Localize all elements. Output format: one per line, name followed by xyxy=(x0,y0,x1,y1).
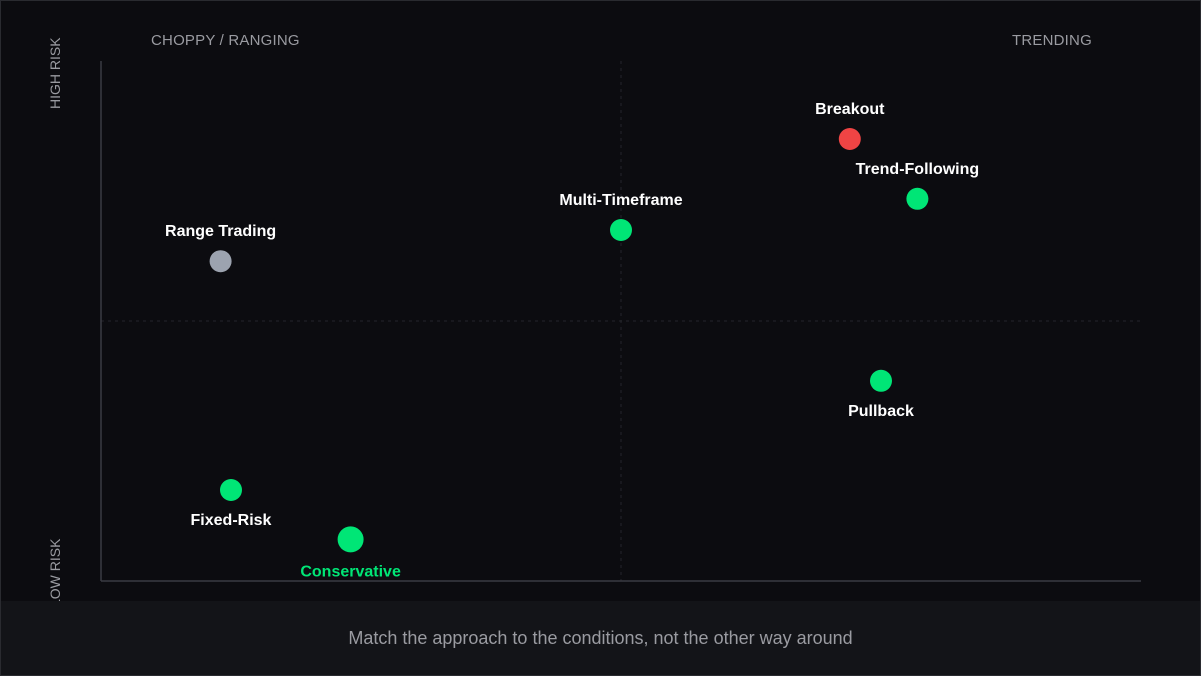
scatter-chart: Breakout Trend-Following Multi-Timeframe Ra… xyxy=(100,61,1141,582)
point-multi-timeframe xyxy=(610,219,632,241)
quadrant-label-top-left: CHOPPY / RANGING xyxy=(151,32,300,49)
y-axis-label-top: HIGH RISK xyxy=(47,37,63,109)
plot-area: Breakout Trend-Following Multi-Timeframe Ra… xyxy=(1,1,1200,601)
label-breakout: Breakout xyxy=(815,101,885,118)
label-range-trading: Range Trading xyxy=(165,223,276,240)
point-breakout xyxy=(838,128,861,150)
label-trend-following: Trend-Following xyxy=(856,161,980,178)
label-conservative: Conservative xyxy=(300,563,401,580)
point-conservative xyxy=(337,526,364,553)
point-range-trading xyxy=(209,250,232,273)
label-fixed-risk: Fixed-Risk xyxy=(191,512,272,529)
quadrant-label-top-right: TRENDING xyxy=(1012,32,1092,49)
y-axis-label-bottom: LOW RISK xyxy=(47,538,63,601)
label-multi-timeframe: Multi-Timeframe xyxy=(559,192,682,209)
footer-bar: Match the approach to the conditions, no… xyxy=(1,601,1200,675)
label-pullback: Pullback xyxy=(848,403,914,420)
point-trend-following xyxy=(906,187,929,210)
footer-caption: Match the approach to the conditions, no… xyxy=(348,627,853,648)
point-pullback xyxy=(870,369,892,392)
point-fixed-risk xyxy=(220,479,242,501)
